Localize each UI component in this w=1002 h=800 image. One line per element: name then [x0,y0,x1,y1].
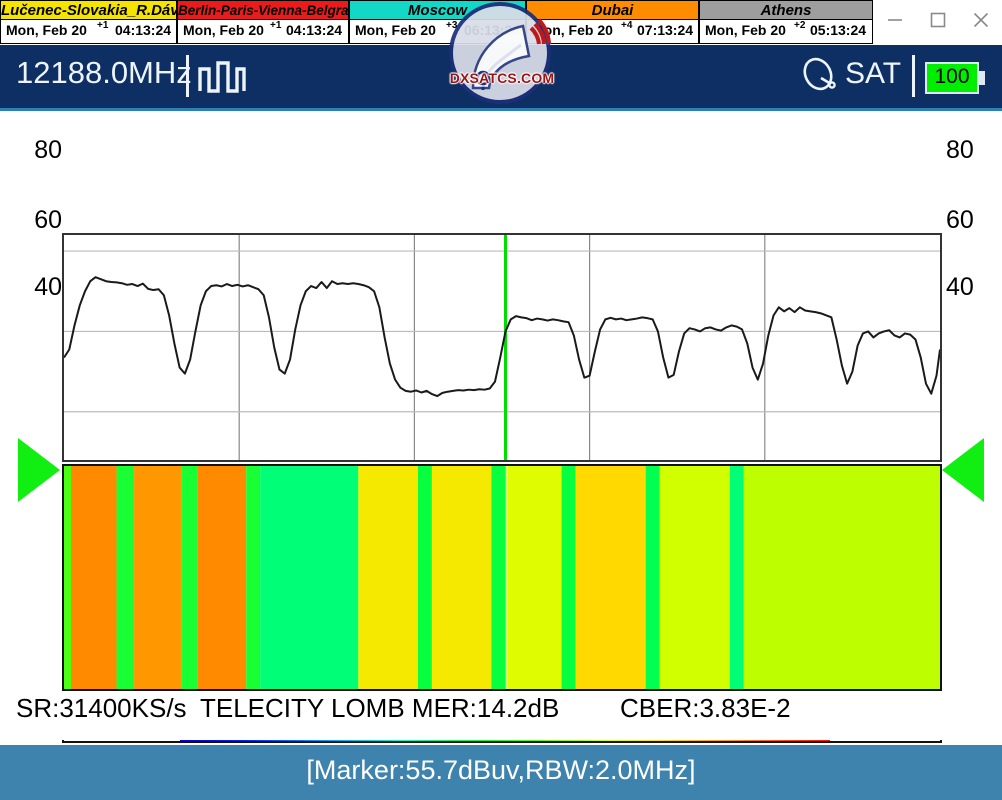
y-axis-tick-right-40: 40 [946,273,974,301]
status-bar-text: [Marker:55.7dBuv,RBW:2.0MHz] [306,755,696,785]
battery-body [925,62,979,94]
clock-date: Mon, Feb 20 [532,22,613,38]
header-divider-left [186,55,189,97]
y-axis-tick-left-80: 80 [34,136,62,164]
clock-time: 05:13:24 [810,22,867,38]
clock-lucenec[interactable]: Lučenec-Slovakia_R.Dávid Mon, Feb 20 +1 … [0,0,177,44]
clock-date: Mon, Feb 20 [6,22,87,38]
clock-city-label: Lučenec-Slovakia_R.Dávid [0,0,177,20]
clock-date: Mon, Feb 20 [705,22,786,38]
logo-text: DXSATCS.COM [449,70,555,86]
maximize-icon[interactable] [916,0,959,40]
satellite-dish-icon [800,57,840,104]
clock-dubai[interactable]: Dubai Mon, Feb 20 +4 07:13:24 [526,0,699,44]
clock-utc-offset: +1 [97,20,109,31]
cber-label: CBER:3.83E-2 [620,693,791,723]
y-axis-tick-left-60: 60 [34,206,62,234]
symbol-rate-label: SR:31400KS/s [16,693,187,723]
clock-berlin-paris-vienna-belgrade[interactable]: Berlin-Paris-Vienna-Belgrade Mon, Feb 20… [177,0,349,44]
signal-info-row: SR:31400KS/s TELECITY LOMB MER:14.2dB CB… [0,693,1002,740]
battery-tip [979,71,985,85]
clock-time-row: Mon, Feb 20 +4 07:13:24 [526,20,699,44]
window-controls [873,0,1002,45]
dxsatcs-logo: DXSATCS.COM [443,0,561,110]
clock-date: Mon, Feb 20 [183,22,264,38]
clock-athens[interactable]: Athens Mon, Feb 20 +2 05:13:24 [699,0,873,44]
frequency-readout: 12188.0MHz [16,55,192,90]
clock-time-row: Mon, Feb 20 +1 04:13:24 [177,20,349,44]
clock-utc-offset: +4 [621,20,633,31]
clock-utc-offset: +2 [794,20,806,31]
signal-mode-label: SAT [845,57,902,90]
clock-time: 04:13:24 [286,22,343,38]
clock-date: Mon, Feb 20 [355,22,436,38]
clock-time: 04:13:24 [115,22,172,38]
waterfall-heatmap[interactable] [62,464,942,691]
clock-city-label: Athens [699,0,873,20]
spectrum-trace-chart[interactable] [62,233,942,462]
clock-time-row: Mon, Feb 20 +2 05:13:24 [699,20,873,44]
left-arrow-icon[interactable] [18,438,60,502]
square-wave-icon [198,59,246,98]
signal-level-indicator: 100 [925,62,985,94]
service-mer-label: TELECITY LOMB MER:14.2dB [200,693,560,723]
right-arrow-icon[interactable] [942,438,984,502]
clock-time-row: Mon, Feb 20 +1 04:13:24 [0,20,177,44]
header-underline [0,108,1002,111]
close-icon[interactable] [959,0,1002,40]
clock-city-label: Dubai [526,0,699,20]
status-bar: [Marker:55.7dBuv,RBW:2.0MHz] [0,745,1002,800]
signal-level-value: 100 [934,65,970,88]
clock-utc-offset: +1 [270,20,282,31]
y-axis-tick-right-80: 80 [946,136,974,164]
header-divider-right [912,55,915,97]
y-axis-tick-left-40: 40 [34,273,62,301]
clock-city-label: Berlin-Paris-Vienna-Belgrade [177,0,349,20]
y-axis-tick-right-60: 60 [946,206,974,234]
clock-utc-offset: +3 [446,20,458,31]
waterfall-marker-line [505,466,508,689]
minimize-icon[interactable] [873,0,916,40]
clock-time: 07:13:24 [637,22,694,38]
spectrum-plot-area: 80 60 40 80 60 40 20dBuV 80dBuV 11881288… [0,111,1002,779]
